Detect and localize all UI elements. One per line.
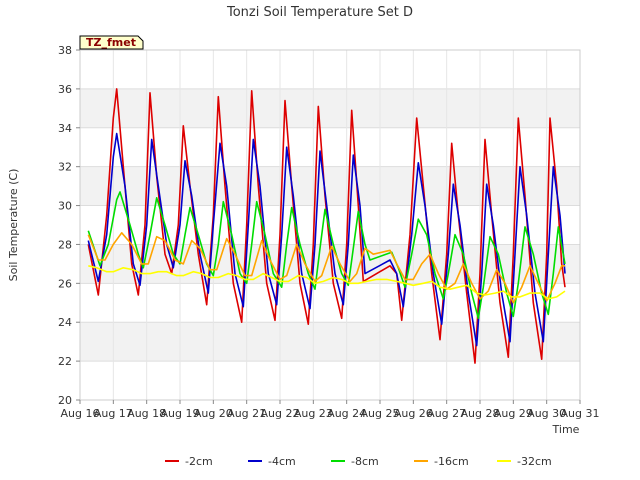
- x-tick-label: Aug 31: [561, 407, 600, 420]
- plot-frame: [79, 49, 581, 401]
- y-tick-label: 34: [58, 122, 72, 135]
- x-tick-label: Aug 25: [361, 407, 400, 420]
- x-tick-label: Aug 20: [194, 407, 233, 420]
- y-tick-label: 26: [58, 277, 72, 290]
- y-tick-label: 38: [58, 44, 72, 57]
- y-tick-label: 32: [58, 161, 72, 174]
- x-tick-label: Aug 24: [327, 407, 366, 420]
- legend-item: -4cm: [248, 455, 296, 468]
- series-line-2cmcm: [87, 88, 566, 364]
- legend-item: -8cm: [331, 455, 379, 468]
- y-tick-label: 30: [58, 200, 72, 213]
- legend-item: -32cm: [497, 455, 552, 468]
- series-line-16cmcm: [87, 232, 565, 304]
- x-tick-label: Aug 17: [94, 407, 133, 420]
- plot-band: [80, 166, 580, 206]
- legend-label: -32cm: [517, 455, 552, 468]
- legend-label: -4cm: [268, 455, 296, 468]
- legend-item: -2cm: [165, 455, 213, 468]
- x-tick-label: Aug 19: [161, 407, 200, 420]
- x-tick-label: Aug 29: [494, 407, 533, 420]
- chart-title: Tonzi Soil Temperature Set D: [226, 5, 413, 20]
- x-tick-label: Aug 16: [61, 407, 100, 420]
- x-tick-label: Aug 28: [461, 407, 500, 420]
- y-tick-label: 22: [58, 355, 72, 368]
- x-tick-label: Aug 26: [394, 407, 433, 420]
- x-tick-label: Aug 22: [261, 407, 300, 420]
- legend-item: -16cm: [414, 455, 469, 468]
- x-tick-label: Aug 18: [127, 407, 166, 420]
- badge-text: TZ_fmet: [86, 36, 136, 49]
- x-tick-label: Aug 27: [427, 407, 466, 420]
- plot-band: [80, 322, 580, 362]
- y-axis-label: Soil Temperature (C): [7, 169, 20, 282]
- legend-label: -2cm: [185, 455, 213, 468]
- y-tick-label: 20: [58, 394, 72, 407]
- series-layer: [87, 88, 566, 364]
- y-tick-label: 36: [58, 83, 72, 96]
- x-tick-label: Aug 21: [227, 407, 266, 420]
- x-axis-label: Time: [552, 423, 580, 436]
- legend-label: -8cm: [351, 455, 379, 468]
- y-tick-label: 28: [58, 238, 72, 251]
- x-tick-label: Aug 23: [294, 407, 333, 420]
- legend: -2cm -4cm -8cm -16cm -32cm: [165, 455, 552, 468]
- plot-band: [80, 88, 580, 128]
- legend-label: -16cm: [434, 455, 469, 468]
- x-tick-label: Aug 30: [527, 407, 566, 420]
- plot-background: [80, 50, 580, 400]
- series-line-4cmcm: [87, 132, 566, 347]
- y-tick-labels: 20 22 24 26 28 30 32 34 36 38: [58, 44, 80, 407]
- series-line-8cmcm: [87, 191, 566, 320]
- badge-box: [79, 35, 144, 50]
- series-line-32cmcm: [88, 265, 566, 300]
- axes: [79, 49, 581, 401]
- y-tick-label: 24: [58, 316, 72, 329]
- badge: TZ_fmet: [79, 35, 144, 50]
